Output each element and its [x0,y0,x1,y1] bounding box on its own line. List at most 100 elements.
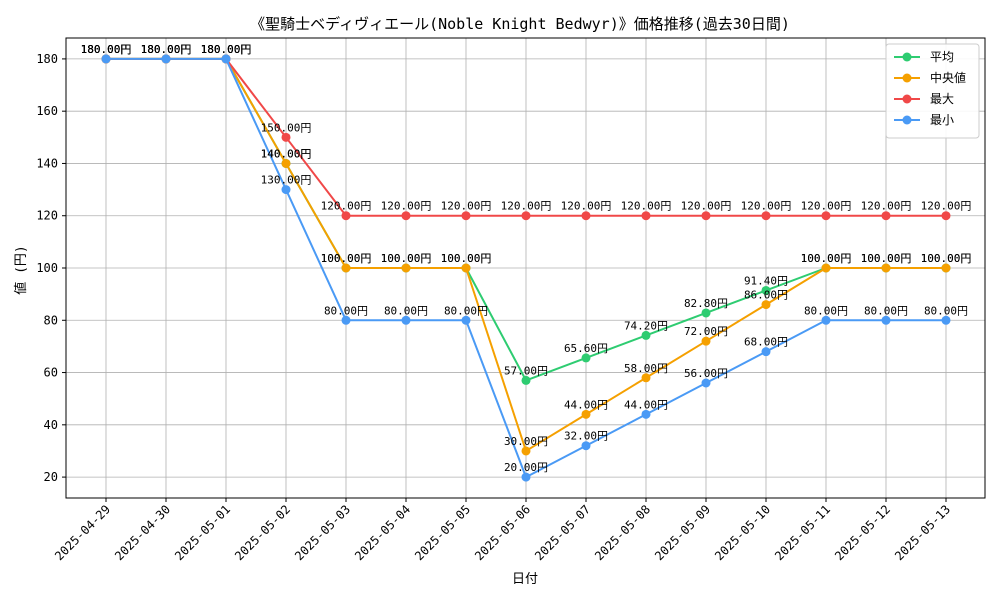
data-label: 180.00円 [201,43,252,56]
data-label: 120.00円 [861,200,912,213]
data-point [941,315,951,325]
y-tick-label: 20 [44,470,58,484]
legend-marker [902,73,912,83]
data-label: 180.00円 [81,43,132,56]
data-label: 80.00円 [444,304,488,317]
data-label: 82.80円 [684,297,728,310]
data-point [821,263,831,273]
data-point [941,211,951,221]
data-label: 180.00円 [81,43,132,56]
data-label: 44.00円 [564,398,608,411]
legend-marker [902,115,912,125]
x-tick-label: 2025-04-30 [112,502,173,563]
legend-label: 最小 [930,113,954,127]
data-point [521,211,531,221]
data-point [221,54,231,64]
legend-marker [902,52,912,62]
data-point [341,315,351,325]
data-label: 180.00円 [81,43,132,56]
legend-marker [902,94,912,104]
data-point [701,211,711,221]
data-point [701,378,711,388]
data-point [581,409,591,419]
data-label: 32.00円 [564,430,608,443]
data-point [401,263,411,273]
x-tick-label: 2025-05-09 [652,502,713,563]
data-point [521,472,531,482]
data-label: 100.00円 [861,252,912,265]
data-point [641,409,651,419]
data-point [101,54,111,64]
y-tick-label: 40 [44,418,58,432]
y-tick-label: 80 [44,313,58,327]
data-label: 58.00円 [624,362,668,375]
data-point [761,285,771,295]
data-point [281,158,291,168]
data-label: 120.00円 [681,200,732,213]
data-label: 20.00円 [504,461,548,474]
data-point [401,315,411,325]
x-tick-label: 2025-05-05 [412,502,473,563]
data-point [881,315,891,325]
legend-label: 最大 [930,92,954,106]
x-tick-label: 2025-05-11 [772,502,833,563]
data-point [701,336,711,346]
x-tick-label: 2025-05-06 [472,502,533,563]
x-tick-label: 2025-05-03 [292,502,353,563]
data-label: 100.00円 [441,252,492,265]
data-label: 100.00円 [381,252,432,265]
x-tick-label: 2025-05-12 [832,502,893,563]
data-label: 56.00円 [684,367,728,380]
data-label: 100.00円 [321,252,372,265]
data-label: 100.00円 [921,252,972,265]
data-label: 68.00円 [744,336,788,349]
series-lines [101,54,951,482]
data-point [341,211,351,221]
data-point [881,263,891,273]
data-point [461,211,471,221]
x-tick-label: 2025-05-04 [352,502,413,563]
data-label: 100.00円 [921,252,972,265]
y-tick-label: 180 [36,52,58,66]
data-point [581,441,591,451]
data-point [281,185,291,195]
data-label: 100.00円 [861,252,912,265]
data-point [161,54,171,64]
axes: 20 40 60 80 100 120 140 160 180 2025-04-29 2025-04… [36,37,986,563]
legend-label: 平均 [930,50,954,64]
data-label: 120.00円 [381,200,432,213]
data-point [461,263,471,273]
data-label: 180.00円 [201,43,252,56]
data-label: 72.00円 [684,325,728,338]
data-label: 180.00円 [201,43,252,56]
data-label: 140.00円 [261,147,312,160]
data-label: 100.00円 [321,252,372,265]
data-label: 140.00円 [261,147,312,160]
data-label: 80.00円 [324,304,368,317]
x-tick-label: 2025-04-29 [52,502,113,563]
data-point [701,308,711,318]
x-tick-label: 2025-05-10 [712,502,773,563]
data-labels: 180.00円 180.00円 180.00円 140.00円 100.00円 100.0… [81,43,972,474]
y-tick-label: 100 [36,261,58,275]
data-point [581,353,591,363]
data-label: 130.00円 [261,174,312,187]
data-point [821,315,831,325]
data-label: 65.60円 [564,342,608,355]
data-label: 74.20円 [624,319,668,332]
data-point [461,315,471,325]
data-label: 100.00円 [801,252,852,265]
legend-box [885,43,980,139]
data-label: 80.00円 [924,304,968,317]
data-point [761,347,771,357]
data-label: 86.00円 [744,289,788,302]
data-label: 180.00円 [201,43,252,56]
data-label: 100.00円 [381,252,432,265]
data-label: 120.00円 [501,200,552,213]
data-label: 80.00円 [804,304,848,317]
data-point [761,211,771,221]
data-point [521,375,531,385]
